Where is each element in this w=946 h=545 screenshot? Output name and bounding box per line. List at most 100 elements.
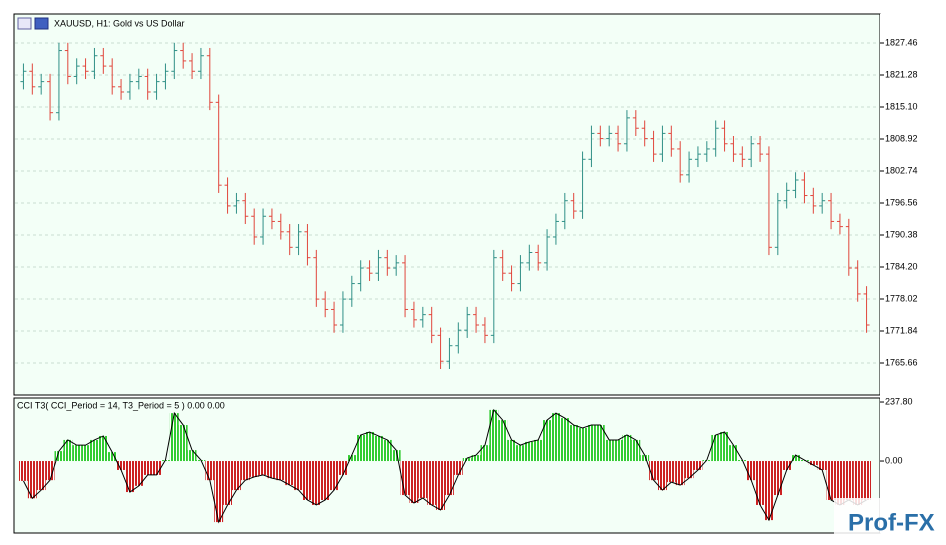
histogram-bar	[649, 461, 658, 481]
histogram-bar	[303, 461, 312, 500]
histogram-bar	[125, 461, 135, 493]
histogram-bar	[604, 439, 614, 462]
histogram-bar	[400, 461, 410, 496]
histogram-bar	[382, 439, 392, 462]
histogram-bar	[276, 461, 286, 481]
histogram-bar	[365, 431, 374, 462]
y-tick-label: 1778.02	[885, 293, 918, 303]
histogram-bar	[640, 455, 650, 462]
histogram-bar	[205, 461, 215, 481]
histogram-bar	[755, 461, 765, 505]
histogram-bar	[542, 420, 552, 462]
histogram-bar	[631, 439, 641, 462]
chart-title: XAUUSD, H1: Gold vs US Dollar	[54, 18, 185, 28]
histogram-bar	[329, 461, 339, 491]
histogram-bar	[178, 425, 188, 462]
histogram-bar	[462, 458, 472, 462]
histogram-bar	[107, 452, 117, 462]
histogram-bar	[445, 461, 454, 496]
histogram-bar	[63, 439, 73, 462]
histogram-bar	[480, 445, 490, 462]
price-scale	[880, 14, 940, 533]
histogram-bar	[658, 461, 667, 491]
histogram-bar	[693, 461, 703, 470]
y-tick-label: 0.00	[885, 455, 903, 465]
histogram-bar	[773, 461, 783, 496]
y-tick-label: 1784.20	[885, 261, 918, 271]
histogram-bar	[666, 461, 676, 483]
histogram-bar	[45, 461, 55, 481]
histogram-bar	[294, 461, 303, 491]
histogram-bar	[418, 461, 428, 499]
y-tick-label: 1765.66	[885, 357, 918, 367]
histogram-bar	[258, 461, 268, 475]
histogram-bar	[489, 409, 499, 462]
y-tick-label: 1771.84	[885, 325, 918, 335]
histogram-bar	[232, 461, 241, 491]
histogram-bar	[391, 450, 401, 462]
y-tick-label: 1821.28	[885, 69, 918, 79]
histogram-bar	[835, 461, 845, 505]
histogram-bar	[729, 445, 738, 462]
y-tick-label: 1827.46	[885, 37, 918, 47]
indicator-line	[22, 408, 867, 524]
histogram-bar	[214, 461, 224, 523]
histogram-bar	[675, 461, 685, 486]
histogram-bar	[817, 461, 827, 470]
histogram-bar	[54, 451, 64, 462]
histogram-bar	[613, 439, 623, 462]
histogram-bar	[90, 439, 99, 462]
histogram-bar	[81, 445, 90, 462]
histogram-bar	[516, 445, 525, 462]
y-tick-label: 1790.38	[885, 229, 918, 239]
y-tick-label: 1802.74	[885, 165, 918, 175]
histogram-bar	[471, 455, 481, 462]
watermark-bg	[834, 498, 944, 542]
histogram-bar	[746, 461, 756, 481]
histogram-bar	[249, 461, 259, 477]
histogram-bar	[36, 461, 46, 491]
histogram-bar	[169, 413, 179, 462]
histogram-bar	[223, 461, 232, 505]
histogram-bar	[808, 461, 818, 466]
histogram-bar	[427, 461, 437, 505]
histogram-bar	[356, 434, 366, 462]
histogram-bar	[152, 461, 161, 475]
icon[interactable]	[34, 17, 49, 30]
histogram-bar	[409, 461, 419, 503]
y-tick-label: 1815.10	[885, 101, 918, 111]
histogram-bar	[98, 435, 108, 462]
histogram-bar	[569, 425, 579, 462]
price-panel	[13, 13, 881, 396]
histogram-bar	[311, 461, 321, 505]
histogram-bar	[622, 434, 632, 462]
histogram-bar	[844, 461, 854, 500]
watermark: Prof-FX	[848, 509, 935, 536]
histogram-bar	[285, 461, 295, 486]
histogram-bar	[560, 418, 570, 462]
histogram-bar	[320, 461, 330, 500]
histogram-bar	[524, 441, 534, 462]
icon[interactable]	[17, 17, 32, 30]
histogram-bar	[134, 461, 144, 486]
histogram-bar	[72, 445, 82, 462]
histogram-bar	[782, 461, 792, 470]
histogram-bar	[347, 455, 357, 462]
histogram-bar	[240, 461, 250, 481]
histogram-bar	[338, 461, 348, 475]
histogram-bar	[27, 461, 37, 499]
histogram-bar	[374, 435, 383, 462]
histogram-bar	[507, 439, 516, 462]
histogram-bar	[684, 461, 694, 479]
histogram-bar	[587, 425, 596, 462]
histogram-bar	[436, 461, 445, 510]
histogram-bar	[711, 434, 721, 462]
histogram-bar	[551, 413, 561, 462]
y-tick-label: 1796.56	[885, 197, 918, 207]
histogram-bar	[19, 461, 28, 481]
plot: 1827.46 1821.28 1815.10 1808.92 1802.74 1796.…	[15, 37, 918, 524]
histogram-bar	[853, 461, 863, 505]
histogram-bar	[498, 420, 508, 462]
y-tick-label: 237.80	[885, 396, 913, 406]
